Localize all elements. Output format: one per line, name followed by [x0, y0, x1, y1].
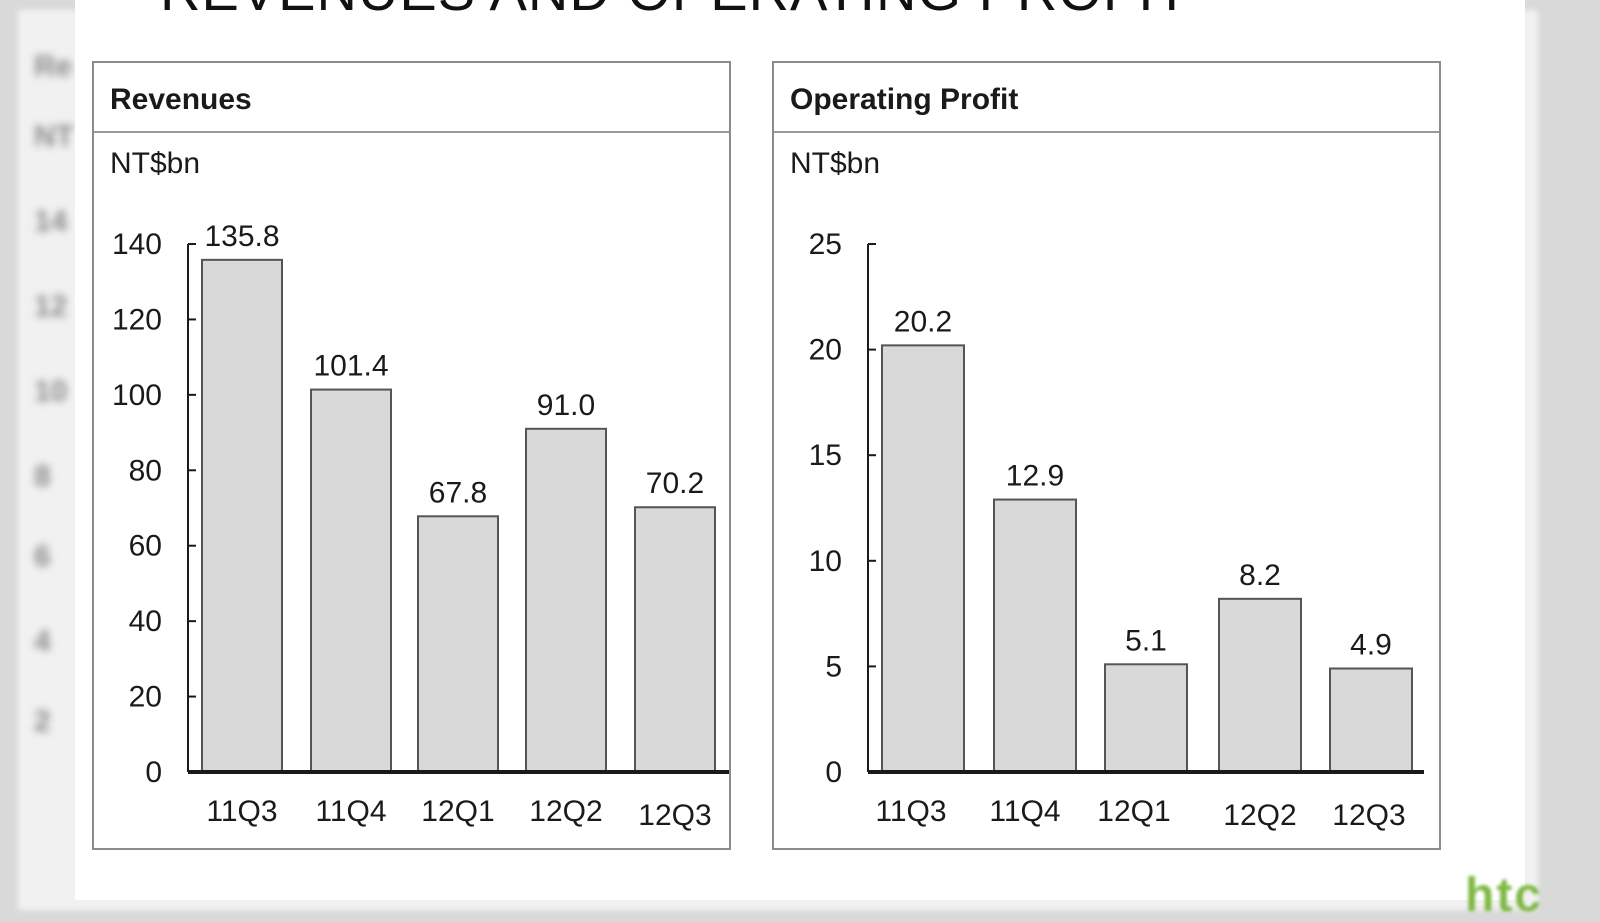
- x-tick-label: 12Q2: [529, 795, 602, 828]
- data-label: 67.8: [429, 476, 487, 509]
- data-label: 8.2: [1239, 559, 1281, 592]
- x-tick-label: 12Q3: [1332, 799, 1405, 832]
- x-tick-label: 11Q3: [875, 795, 946, 828]
- bar-11q4: [310, 388, 392, 773]
- background-blurred-labels: Re NT 14 12 10 8 6 4 2: [34, 50, 74, 738]
- bar-12q3: [634, 506, 716, 773]
- y-tick-label: 80: [129, 454, 162, 487]
- y-tick-label: 25: [809, 228, 842, 261]
- x-tick-label: 12Q3: [638, 799, 711, 832]
- y-tick-label: 0: [825, 756, 842, 789]
- bar-11q4: [993, 498, 1077, 773]
- y-tick-label: 10: [809, 545, 842, 578]
- bar-12q2: [1218, 597, 1302, 773]
- y-tick-label: 40: [129, 605, 162, 638]
- y-tick-label: 20: [809, 334, 842, 367]
- data-label: 70.2: [646, 467, 704, 500]
- data-label: 20.2: [894, 305, 952, 338]
- data-label: 12.9: [1006, 460, 1064, 493]
- x-tick-label: 12Q1: [1097, 795, 1170, 828]
- y-tick-label: 20: [129, 681, 162, 714]
- x-tick-label: 12Q1: [421, 795, 494, 828]
- revenues-chart: 0 20 40 60 80 100 120 140 135.8 11Q3 101.4 11Q4 67.8…: [112, 220, 729, 832]
- x-tick-label: 11Q4: [989, 795, 1060, 828]
- bar-12q3: [1329, 667, 1413, 774]
- unit-label: NT$bn: [790, 147, 881, 180]
- htc-logo: htc: [1465, 869, 1543, 922]
- data-label: 91.0: [537, 389, 595, 422]
- bar-12q1: [1104, 663, 1188, 774]
- operating-profit-panel: Operating Profit NT$bn 0 5 10 15 20 25 20.2 11Q…: [772, 61, 1441, 850]
- panel-header: Revenues: [94, 63, 729, 133]
- bar-12q1: [417, 515, 499, 773]
- y-tick-label: 5: [825, 650, 842, 683]
- slide-title: REVENUES AND OPERATING PROFIT: [160, 0, 1190, 23]
- x-tick-label: 11Q3: [206, 795, 277, 828]
- bar-11q3: [201, 258, 283, 773]
- data-label: 135.8: [204, 220, 279, 253]
- y-tick-label: 140: [112, 228, 162, 261]
- panel-title: Revenues: [110, 83, 252, 116]
- revenues-panel: Revenues NT$bn 0 20 40 60 80 100 120 140 135.8 11…: [92, 61, 731, 850]
- panel-header: Operating Profit: [774, 63, 1439, 133]
- y-tick-label: 15: [809, 439, 842, 472]
- y-tick-label: 0: [145, 756, 162, 789]
- operating-profit-chart: 0 5 10 15 20 25 20.2 11Q3 12.9 11Q4 5.1 12Q1 8.2 12Q2…: [809, 228, 1424, 832]
- data-label: 4.9: [1350, 629, 1392, 662]
- x-tick-label: 12Q2: [1223, 799, 1296, 832]
- unit-label: NT$bn: [110, 147, 201, 180]
- x-tick-label: 11Q4: [315, 795, 386, 828]
- panel-title: Operating Profit: [790, 83, 1019, 116]
- y-tick-label: 120: [112, 303, 162, 336]
- y-tick-label: 60: [129, 530, 162, 563]
- slide: REVENUES AND OPERATING PROFIT Revenues N…: [75, 0, 1541, 920]
- y-tick-label: 100: [112, 379, 162, 412]
- data-label: 5.1: [1125, 624, 1167, 657]
- bar-12q2: [525, 427, 607, 773]
- data-label: 101.4: [313, 350, 388, 383]
- bar-11q3: [881, 344, 965, 773]
